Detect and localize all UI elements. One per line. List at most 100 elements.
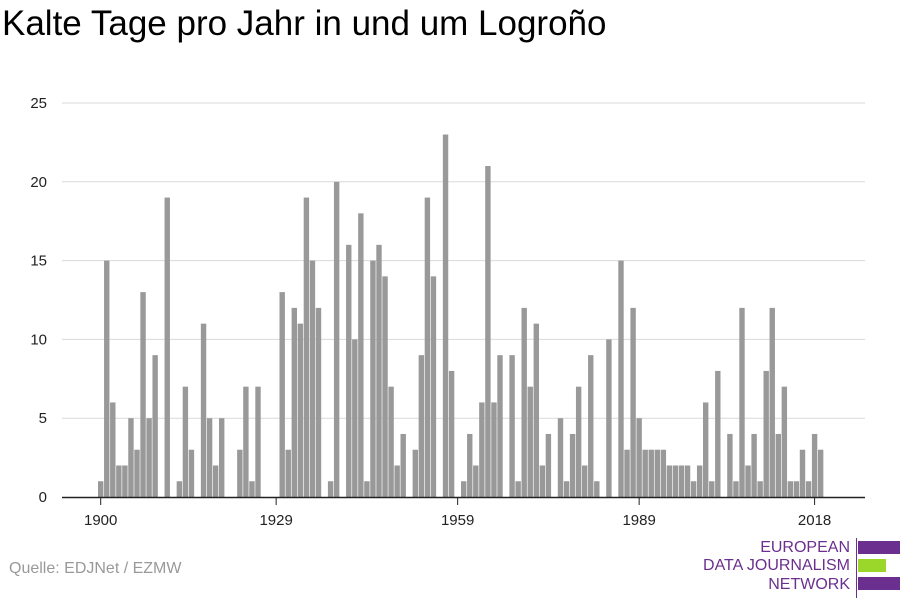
y-tick-label: 15 xyxy=(30,253,47,270)
bar-1901 xyxy=(104,260,110,497)
bar-1920 xyxy=(219,418,225,497)
bar-1965 xyxy=(491,402,497,497)
bar-1900 xyxy=(98,481,104,497)
bar-1913 xyxy=(176,481,183,497)
bar-1924 xyxy=(243,386,249,497)
bar-1911 xyxy=(164,197,170,497)
bar-1966 xyxy=(497,355,503,497)
bar-1993 xyxy=(660,449,667,497)
bar-2009 xyxy=(757,481,763,497)
bar-1954 xyxy=(424,197,431,497)
bar-1980 xyxy=(582,465,588,497)
bar-1949 xyxy=(394,465,400,497)
bar-1957 xyxy=(442,134,449,497)
bar-1934 xyxy=(303,197,310,497)
bar-1950 xyxy=(400,433,406,497)
bar-1964 xyxy=(485,166,491,498)
bar-1902 xyxy=(110,402,116,497)
bar-1933 xyxy=(297,323,304,497)
logo-bar-purple-bottom xyxy=(858,577,900,590)
bar-1926 xyxy=(255,386,261,497)
logo-separator xyxy=(856,538,857,598)
bar-2017 xyxy=(805,481,812,497)
bar-2000 xyxy=(703,402,709,497)
bar-1938 xyxy=(327,481,334,497)
bar-1936 xyxy=(315,307,322,497)
bar-1906 xyxy=(134,449,140,497)
bar-2014 xyxy=(787,481,794,497)
bar-1931 xyxy=(285,449,291,497)
bar-1973 xyxy=(539,465,546,497)
bar-1935 xyxy=(309,260,316,497)
y-axis-labels: 0 5 10 15 20 25 xyxy=(30,95,47,506)
bar-1903 xyxy=(116,465,122,497)
bar-1968 xyxy=(509,355,515,497)
logo-bar-purple-top xyxy=(858,541,900,554)
logo-bar-green xyxy=(858,559,886,572)
bar-1923 xyxy=(237,449,243,497)
bar-1990 xyxy=(642,449,648,497)
bar-1992 xyxy=(654,449,660,497)
x-axis-ticks: 1900 1929 1959 1989 2018 xyxy=(84,497,831,529)
bar-2006 xyxy=(739,307,745,497)
bar-1961 xyxy=(467,433,473,497)
bar-1917 xyxy=(200,323,207,497)
bar-1982 xyxy=(594,481,600,497)
bar-1995 xyxy=(672,465,679,497)
bars xyxy=(98,134,824,498)
bar-2019 xyxy=(817,449,824,497)
bar-1984 xyxy=(606,339,612,497)
edjnet-logo: EUROPEAN DATA JOURNALISM NETWORK xyxy=(700,538,900,598)
bar-1939 xyxy=(333,181,340,498)
bar-2002 xyxy=(715,370,721,497)
bar-1976 xyxy=(557,418,564,497)
y-tick-label: 0 xyxy=(39,489,47,506)
bar-1925 xyxy=(249,481,255,497)
logo-line-1: EUROPEAN xyxy=(760,539,850,556)
bar-2016 xyxy=(799,449,806,497)
bar-1963 xyxy=(479,402,485,497)
bar-1987 xyxy=(624,449,630,497)
y-tick-label: 10 xyxy=(30,331,47,348)
bar-1943 xyxy=(358,213,364,497)
bar-1972 xyxy=(533,323,539,497)
bar-1962 xyxy=(473,465,479,497)
bar-2010 xyxy=(763,370,769,497)
bar-1969 xyxy=(515,481,521,497)
bar-2004 xyxy=(727,433,733,497)
bar-1904 xyxy=(122,465,128,497)
bar-2007 xyxy=(745,465,751,497)
bar-1977 xyxy=(563,481,570,497)
bar-2008 xyxy=(751,433,757,497)
chart-title: Kalte Tage pro Jahr in und um Logroño xyxy=(2,4,607,43)
y-tick-label: 5 xyxy=(39,410,47,427)
bar-1999 xyxy=(696,465,703,497)
bar-2015 xyxy=(793,481,800,497)
bar-1979 xyxy=(575,386,582,497)
bar-2011 xyxy=(769,307,775,497)
bar-1909 xyxy=(152,355,158,497)
bar-1996 xyxy=(678,465,685,497)
bar-1918 xyxy=(206,418,213,497)
bar-1907 xyxy=(140,292,146,497)
bar-1989 xyxy=(636,418,642,497)
x-tick-label: 1900 xyxy=(84,512,117,529)
x-tick-label: 2018 xyxy=(798,512,831,529)
bar-1930 xyxy=(279,292,285,497)
bar-1953 xyxy=(418,355,425,497)
bar-1946 xyxy=(376,244,382,497)
x-tick-label: 1959 xyxy=(441,512,474,529)
bar-2013 xyxy=(781,386,788,497)
source-note: Quelle: EDJNet / EZMW xyxy=(9,560,182,577)
bar-1997 xyxy=(684,465,691,497)
bar-1958 xyxy=(448,370,455,497)
bar-1941 xyxy=(346,244,352,497)
bar-1945 xyxy=(370,260,376,497)
bar-2005 xyxy=(733,481,739,497)
bar-1994 xyxy=(666,465,673,497)
bar-1919 xyxy=(212,465,219,497)
bar-1978 xyxy=(569,433,576,497)
bar-1915 xyxy=(188,449,195,497)
bar-1971 xyxy=(527,386,533,497)
